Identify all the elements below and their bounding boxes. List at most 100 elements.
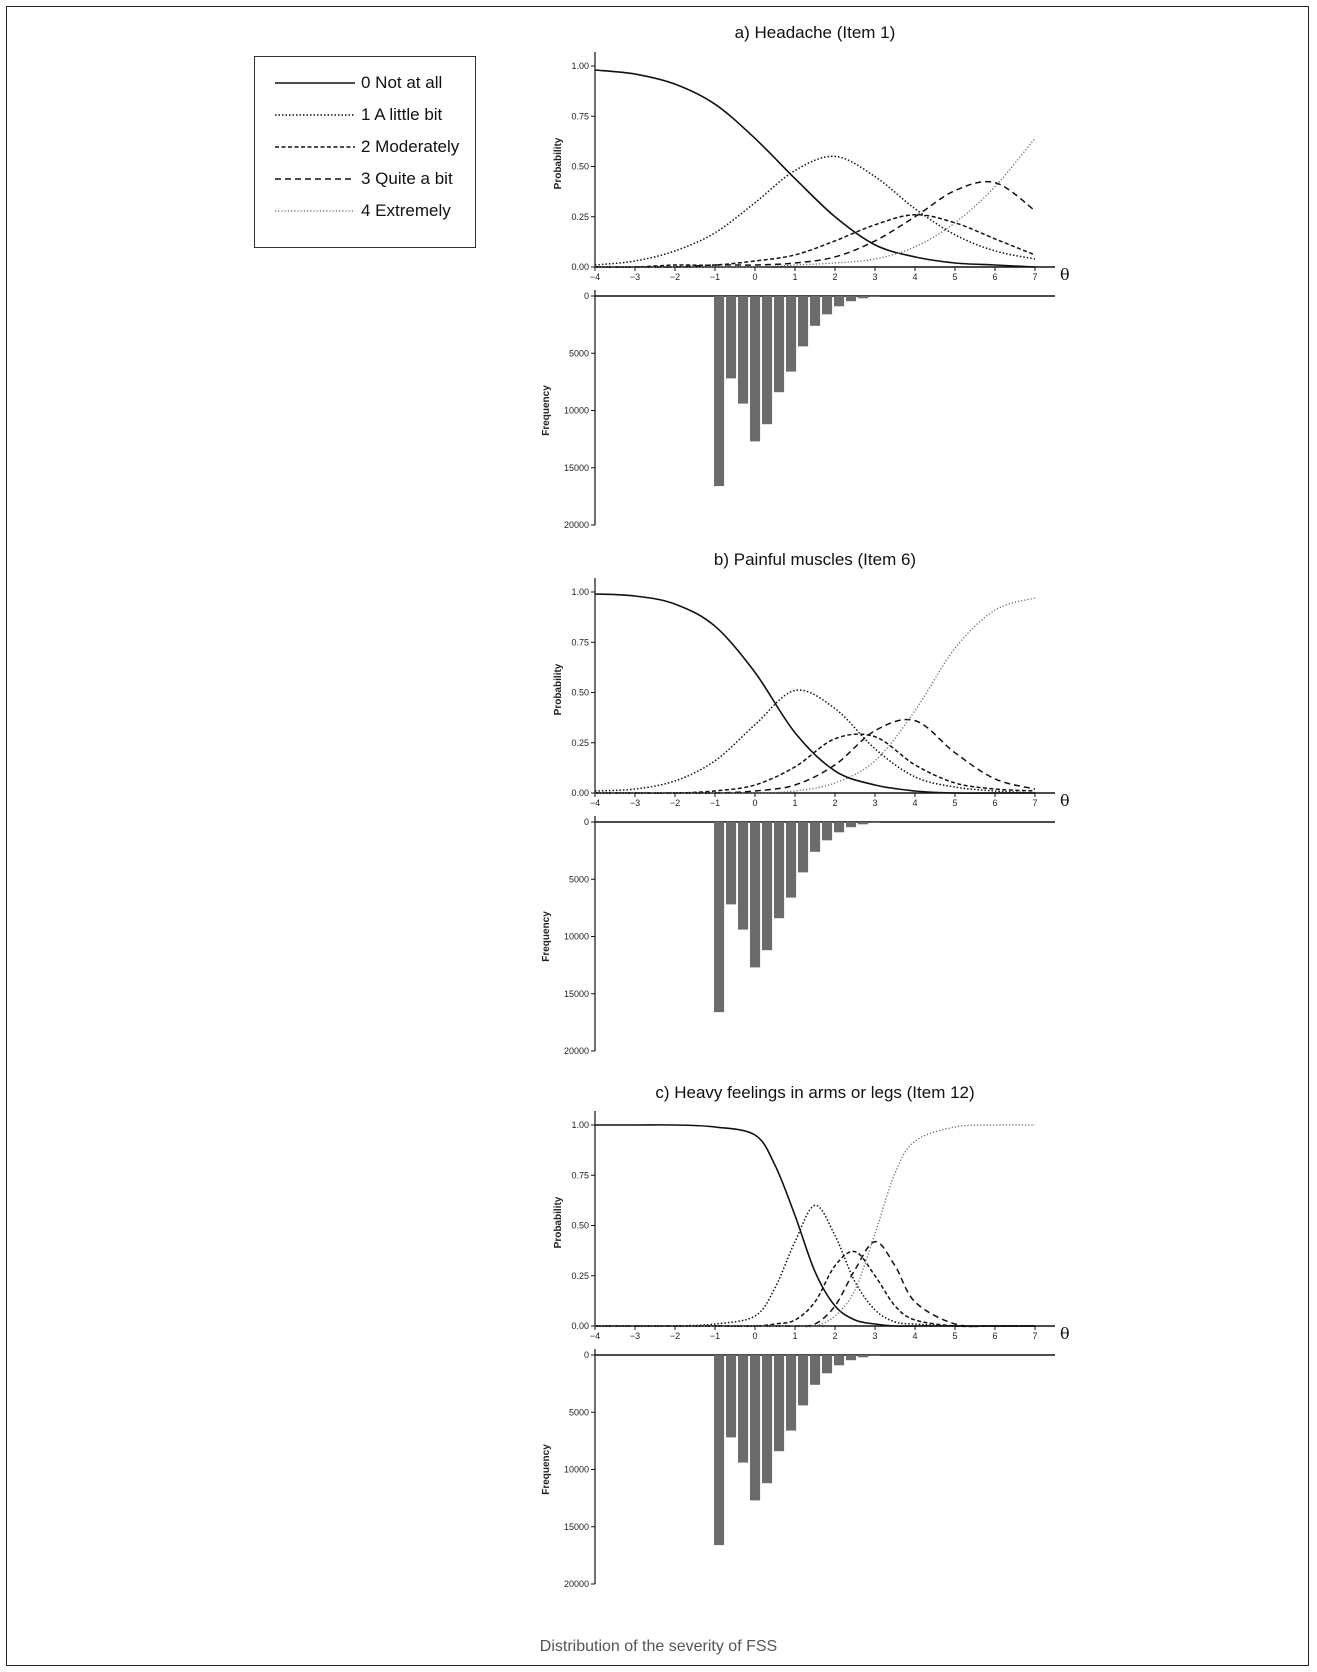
legend-item: 4 Extremely	[275, 199, 451, 223]
panel-3: c) Heavy feelings in arms or legs (Item …	[541, 1083, 1070, 1589]
hist-bar	[858, 822, 869, 825]
series-line-0	[595, 1124, 1035, 1327]
hist-y-tick-label: 10000	[564, 1465, 589, 1475]
series-line-0	[594, 69, 1036, 268]
y-tick-label: 0.50	[571, 688, 589, 698]
x-tick-label: −3	[630, 1331, 640, 1341]
x-tick-label: 5	[952, 1331, 957, 1341]
figure-frame	[6, 6, 1309, 1666]
hist-y-axis-label: Frequency	[541, 385, 552, 436]
hist-bar	[834, 1355, 845, 1366]
legend-item: 3 Quite a bit	[275, 167, 453, 191]
y-axis-label: Probability	[553, 137, 564, 189]
x-tick-label: 6	[992, 272, 997, 282]
hist-bar	[738, 1355, 749, 1463]
x-axis-label: θ	[1060, 791, 1070, 810]
hist-y-tick-label: 10000	[564, 932, 589, 942]
x-tick-label: 4	[912, 1331, 917, 1341]
y-tick-label: 0.00	[571, 788, 589, 798]
hist-bar	[750, 296, 761, 442]
hist-bar	[810, 1355, 821, 1385]
y-axis-label: Probability	[553, 663, 564, 715]
chart-legend: 0 Not at all 1 A little bit 2 Moderately…	[254, 56, 476, 248]
series-line-2	[595, 1250, 1035, 1328]
x-tick-label: −1	[710, 1331, 720, 1341]
x-tick-label: −4	[590, 798, 600, 808]
hist-bar	[834, 296, 845, 307]
y-tick-label: 0.75	[571, 111, 589, 121]
x-axis-label: θ	[1060, 265, 1070, 284]
hist-bar	[798, 1355, 809, 1406]
x-tick-label: 4	[912, 272, 917, 282]
hist-bar	[762, 1355, 773, 1484]
hist-y-tick-label: 15000	[564, 989, 589, 999]
x-tick-label: 2	[832, 272, 837, 282]
hist-y-tick-label: 5000	[569, 874, 589, 884]
series-line-0	[594, 593, 1035, 794]
hist-bar	[786, 822, 797, 898]
hist-y-tick-label: 15000	[564, 463, 589, 473]
hist-y-tick-label: 0	[584, 291, 589, 301]
x-tick-label: 2	[832, 798, 837, 808]
y-tick-label: 0.75	[571, 1170, 589, 1180]
chart-title: a) Headache (Item 1)	[735, 23, 896, 42]
hist-bar	[858, 1355, 869, 1358]
hist-bar	[798, 822, 809, 873]
hist-y-tick-label: 20000	[564, 1046, 589, 1056]
chart-title: c) Heavy feelings in arms or legs (Item …	[655, 1083, 974, 1102]
series-line-3	[595, 1240, 1036, 1328]
series-line-4	[595, 1124, 1036, 1328]
x-tick-label: 0	[752, 272, 757, 282]
hist-y-tick-label: 20000	[564, 1579, 589, 1589]
x-tick-label: 2	[832, 1331, 837, 1341]
x-tick-label: −2	[670, 1331, 680, 1341]
hist-bar	[774, 296, 785, 393]
x-tick-label: 5	[952, 798, 957, 808]
series-line-2	[595, 733, 1036, 794]
legend-item: 2 Moderately	[275, 135, 459, 159]
y-tick-label: 0.00	[571, 262, 589, 272]
x-tick-label: 0	[752, 798, 757, 808]
legend-label: 3 Quite a bit	[361, 169, 453, 188]
x-tick-label: 1	[792, 1331, 797, 1341]
hist-bar	[810, 296, 821, 326]
figure-caption: Distribution of the severity of FSS	[539, 1638, 778, 1655]
hist-y-tick-label: 0	[584, 817, 589, 827]
x-tick-label: 7	[1032, 1331, 1037, 1341]
hist-bar	[822, 822, 833, 841]
legend-label: 4 Extremely	[361, 201, 451, 220]
hist-bar	[822, 296, 833, 315]
hist-bar	[726, 1355, 737, 1438]
x-axis-label: θ	[1060, 1324, 1070, 1343]
series-line-3	[594, 180, 1036, 268]
y-tick-label: 1.00	[571, 61, 589, 71]
y-tick-label: 0.25	[571, 1271, 589, 1281]
y-axis-label: Probability	[553, 1196, 564, 1248]
legend-swatch-dotted-light	[275, 210, 355, 212]
x-tick-label: 6	[992, 1331, 997, 1341]
series-line-1	[594, 689, 1036, 794]
hist-bar	[822, 1355, 833, 1374]
x-tick-label: 6	[992, 798, 997, 808]
hist-bar	[738, 296, 749, 404]
hist-bar	[798, 296, 809, 347]
series-line-3	[595, 718, 1036, 794]
x-tick-label: 5	[952, 272, 957, 282]
hist-bar	[786, 1355, 797, 1431]
series-line-2	[594, 213, 1036, 268]
hist-bar	[726, 296, 737, 379]
hist-bar	[714, 1355, 725, 1546]
x-tick-label: 0	[752, 1331, 757, 1341]
y-tick-label: 0.50	[571, 162, 589, 172]
x-tick-label: −2	[670, 798, 680, 808]
hist-bar	[762, 822, 773, 951]
panel-2: b) Painful muscles (Item 6) 0.00 0.25 0.50 0…	[541, 550, 1070, 1056]
x-tick-label: −1	[710, 798, 720, 808]
chart-title: b) Painful muscles (Item 6)	[714, 550, 916, 569]
x-tick-label: 3	[872, 798, 877, 808]
hist-bar	[846, 1355, 857, 1361]
x-tick-label: 1	[792, 272, 797, 282]
x-tick-label: 3	[872, 272, 877, 282]
hist-y-tick-label: 5000	[569, 348, 589, 358]
x-tick-label: −1	[710, 272, 720, 282]
